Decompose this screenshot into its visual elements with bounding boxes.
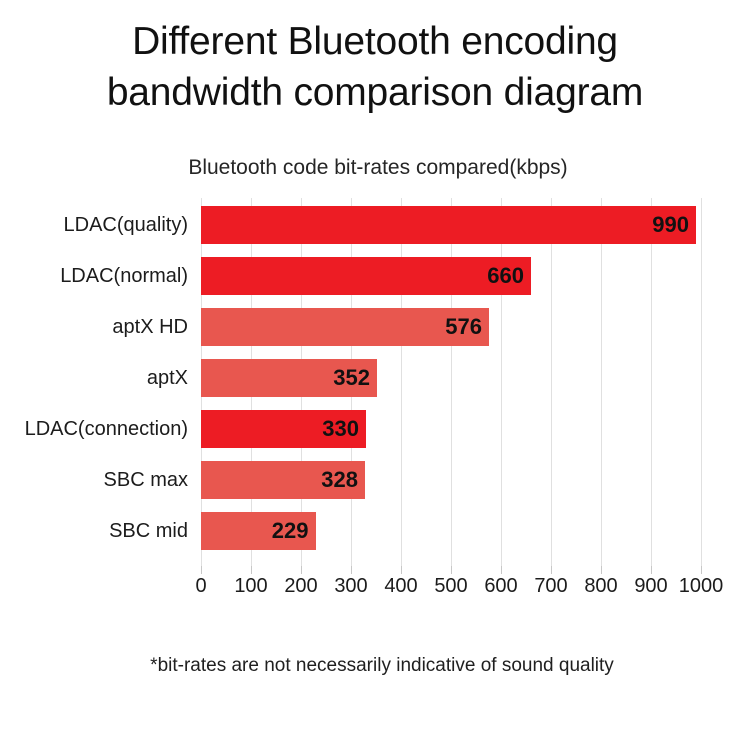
- bar-aptx[interactable]: 352: [201, 359, 377, 397]
- x-tick-300: [351, 566, 352, 574]
- x-tick-label: 1000: [678, 575, 724, 597]
- chart-title: Bluetooth code bit-rates compared(kbps): [188, 156, 568, 179]
- category-label: LDAC(quality): [63, 214, 188, 236]
- category-label: SBC max: [103, 469, 188, 491]
- bar-aptx-hd[interactable]: 576: [201, 308, 489, 346]
- x-tick-label: 900: [634, 575, 668, 597]
- bar-ldac-normal[interactable]: 660: [201, 257, 531, 295]
- bar-value-label: 660: [487, 263, 524, 288]
- x-tick-200: [301, 566, 302, 574]
- bar-value-label: 990: [652, 212, 689, 237]
- category-label: SBC mid: [109, 520, 188, 542]
- category-label: LDAC(normal): [60, 265, 188, 287]
- chart-footnote: *bit-rates are not necessarily indicativ…: [150, 655, 614, 676]
- bar-value-label: 328: [321, 467, 358, 492]
- bar-row[interactable]: 660: [201, 257, 531, 295]
- bar-sbc-max[interactable]: 328: [201, 461, 365, 499]
- category-label: aptX: [146, 367, 188, 389]
- bar-value-label: 229: [271, 518, 309, 543]
- x-tick-900: [651, 566, 652, 574]
- gridline-1000: [701, 198, 702, 566]
- bar-value-label: 576: [445, 314, 482, 339]
- x-tick-1000: [701, 566, 702, 574]
- x-tick-label: 300: [334, 575, 368, 597]
- bar-row[interactable]: 576: [201, 308, 489, 346]
- bar-row[interactable]: 330: [201, 410, 366, 448]
- bar-row[interactable]: 352: [201, 359, 377, 397]
- x-tick-0: [201, 566, 202, 574]
- x-tick-label: 200: [284, 575, 318, 597]
- x-axis: 0 100 200 300 400 500 600 700 800 900 1000: [195, 566, 723, 606]
- bar-chart: LDAC(quality) LDAC(normal) aptX HD aptX LDAC…: [0, 192, 750, 597]
- bar-ldac-quality[interactable]: 990: [201, 206, 696, 244]
- x-tick-600: [501, 566, 502, 574]
- x-tick-label: 800: [584, 575, 618, 597]
- x-tick-label: 500: [434, 575, 468, 597]
- page-title-line-2: bandwidth comparison diagram: [106, 71, 644, 114]
- x-tick-700: [551, 566, 552, 574]
- x-tick-label: 700: [534, 575, 568, 597]
- x-tick-100: [251, 566, 252, 574]
- gridline-500: [451, 198, 452, 566]
- category-label: LDAC(connection): [24, 418, 188, 440]
- gridline-600: [501, 198, 502, 566]
- x-tick-800: [601, 566, 602, 574]
- page-title: Different Bluetooth encoding bandwidth c…: [0, 0, 750, 118]
- bar-ldac-connection[interactable]: 330: [201, 410, 366, 448]
- x-tick-label: 100: [234, 575, 268, 597]
- bar-value-label: 330: [322, 416, 359, 441]
- page-title-line-1: Different Bluetooth encoding: [132, 20, 618, 63]
- y-axis-category-labels: LDAC(quality) LDAC(normal) aptX HD aptX LDAC…: [0, 198, 188, 566]
- x-tick-400: [401, 566, 402, 574]
- x-tick-label: 600: [484, 575, 518, 597]
- gridline-400: [401, 198, 402, 566]
- bar-value-label: 352: [333, 365, 370, 390]
- bar-row[interactable]: 990: [201, 206, 696, 244]
- x-tick-label: 0: [195, 575, 207, 597]
- bar-row[interactable]: 328: [201, 461, 365, 499]
- x-tick-label: 400: [384, 575, 418, 597]
- bar-sbc-mid[interactable]: 229: [201, 512, 316, 550]
- bar-row[interactable]: 229: [201, 512, 316, 550]
- x-tick-500: [451, 566, 452, 574]
- category-label: aptX HD: [112, 316, 188, 338]
- plot-area: 990 660 576 352 330 328 229: [201, 198, 702, 566]
- gridline-900: [651, 198, 652, 566]
- gridline-800: [601, 198, 602, 566]
- gridline-700: [551, 198, 552, 566]
